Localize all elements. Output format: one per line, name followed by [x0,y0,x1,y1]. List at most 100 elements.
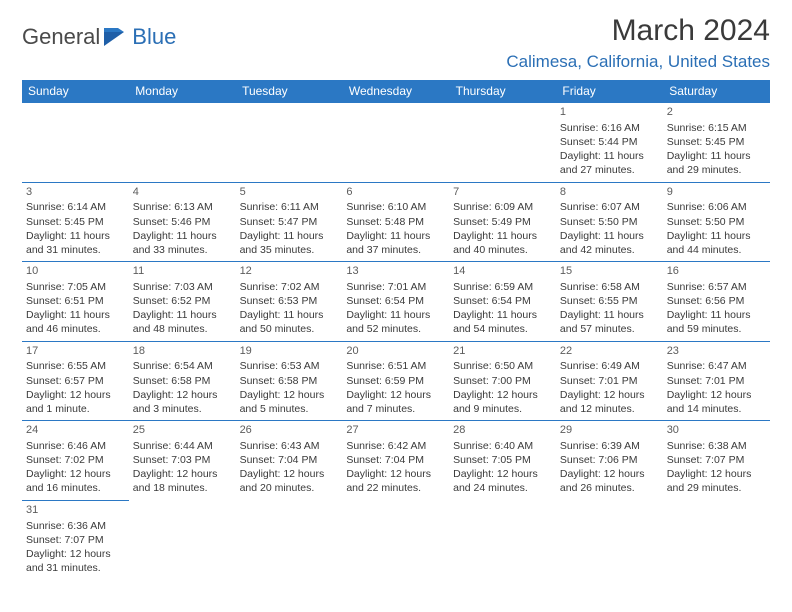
flag-icon [104,28,128,46]
day-number: 22 [560,344,659,359]
weekday-header: Tuesday [236,80,343,103]
sunset-line: Sunset: 5:46 PM [133,215,232,229]
sunset-line: Sunset: 5:50 PM [560,215,659,229]
sunrise-line: Sunrise: 6:49 AM [560,359,659,373]
sunset-line: Sunset: 7:01 PM [667,374,766,388]
day-cell: 4Sunrise: 6:13 AMSunset: 5:46 PMDaylight… [129,182,236,262]
day-cell: 16Sunrise: 6:57 AMSunset: 6:56 PMDayligh… [663,262,770,342]
sunset-line: Sunset: 7:00 PM [453,374,552,388]
weekday-header: Wednesday [342,80,449,103]
empty-cell [342,103,449,183]
daylight-line: Daylight: 12 hours and 22 minutes. [346,467,445,495]
sunrise-line: Sunrise: 6:46 AM [26,439,125,453]
day-number: 31 [26,503,125,518]
sunrise-line: Sunrise: 6:13 AM [133,200,232,214]
day-number: 26 [240,423,339,438]
daylight-line: Daylight: 11 hours and 29 minutes. [667,149,766,177]
empty-cell [449,103,556,183]
daylight-line: Daylight: 11 hours and 50 minutes. [240,308,339,336]
sunrise-line: Sunrise: 6:51 AM [346,359,445,373]
daylight-line: Daylight: 12 hours and 16 minutes. [26,467,125,495]
day-cell: 31Sunrise: 6:36 AMSunset: 7:07 PMDayligh… [22,500,129,579]
sunset-line: Sunset: 7:04 PM [240,453,339,467]
day-cell: 12Sunrise: 7:02 AMSunset: 6:53 PMDayligh… [236,262,343,342]
day-number: 25 [133,423,232,438]
day-cell: 26Sunrise: 6:43 AMSunset: 7:04 PMDayligh… [236,421,343,501]
sunrise-line: Sunrise: 6:43 AM [240,439,339,453]
day-number: 18 [133,344,232,359]
sunrise-line: Sunrise: 6:42 AM [346,439,445,453]
sunset-line: Sunset: 7:06 PM [560,453,659,467]
empty-cell [342,500,449,579]
sunrise-line: Sunrise: 6:14 AM [26,200,125,214]
day-number: 15 [560,264,659,279]
day-number: 11 [133,264,232,279]
empty-cell [236,500,343,579]
calendar-row: 1Sunrise: 6:16 AMSunset: 5:44 PMDaylight… [22,103,770,183]
sunrise-line: Sunrise: 7:05 AM [26,280,125,294]
sunset-line: Sunset: 6:52 PM [133,294,232,308]
day-cell: 17Sunrise: 6:55 AMSunset: 6:57 PMDayligh… [22,341,129,421]
daylight-line: Daylight: 11 hours and 59 minutes. [667,308,766,336]
day-number: 20 [346,344,445,359]
sunset-line: Sunset: 5:45 PM [26,215,125,229]
weekday-header: Saturday [663,80,770,103]
page-title: March 2024 [506,14,770,48]
day-number: 27 [346,423,445,438]
day-cell: 11Sunrise: 7:03 AMSunset: 6:52 PMDayligh… [129,262,236,342]
empty-cell [129,103,236,183]
weekday-header: Sunday [22,80,129,103]
daylight-line: Daylight: 11 hours and 40 minutes. [453,229,552,257]
sunset-line: Sunset: 7:04 PM [346,453,445,467]
daylight-line: Daylight: 11 hours and 52 minutes. [346,308,445,336]
day-number: 2 [667,105,766,120]
sunrise-line: Sunrise: 7:01 AM [346,280,445,294]
day-number: 8 [560,185,659,200]
daylight-line: Daylight: 11 hours and 37 minutes. [346,229,445,257]
daylight-line: Daylight: 11 hours and 33 minutes. [133,229,232,257]
day-cell: 2Sunrise: 6:15 AMSunset: 5:45 PMDaylight… [663,103,770,183]
sunrise-line: Sunrise: 6:55 AM [26,359,125,373]
sunrise-line: Sunrise: 6:39 AM [560,439,659,453]
calendar-row: 17Sunrise: 6:55 AMSunset: 6:57 PMDayligh… [22,341,770,421]
calendar-header-row: SundayMondayTuesdayWednesdayThursdayFrid… [22,80,770,103]
sunrise-line: Sunrise: 6:06 AM [667,200,766,214]
sunset-line: Sunset: 5:44 PM [560,135,659,149]
empty-cell [663,500,770,579]
day-cell: 15Sunrise: 6:58 AMSunset: 6:55 PMDayligh… [556,262,663,342]
calendar-row: 10Sunrise: 7:05 AMSunset: 6:51 PMDayligh… [22,262,770,342]
sunset-line: Sunset: 6:59 PM [346,374,445,388]
calendar-body: 1Sunrise: 6:16 AMSunset: 5:44 PMDaylight… [22,103,770,580]
day-number: 23 [667,344,766,359]
day-number: 1 [560,105,659,120]
sunset-line: Sunset: 6:57 PM [26,374,125,388]
daylight-line: Daylight: 11 hours and 44 minutes. [667,229,766,257]
day-number: 29 [560,423,659,438]
sunset-line: Sunset: 7:02 PM [26,453,125,467]
daylight-line: Daylight: 11 hours and 57 minutes. [560,308,659,336]
sunrise-line: Sunrise: 7:02 AM [240,280,339,294]
day-number: 4 [133,185,232,200]
sunrise-line: Sunrise: 7:03 AM [133,280,232,294]
daylight-line: Daylight: 12 hours and 29 minutes. [667,467,766,495]
logo-text-general: General [22,24,100,50]
day-cell: 19Sunrise: 6:53 AMSunset: 6:58 PMDayligh… [236,341,343,421]
logo-text-blue: Blue [132,24,176,50]
daylight-line: Daylight: 12 hours and 5 minutes. [240,388,339,416]
daylight-line: Daylight: 12 hours and 7 minutes. [346,388,445,416]
calendar-row: 31Sunrise: 6:36 AMSunset: 7:07 PMDayligh… [22,500,770,579]
sunrise-line: Sunrise: 6:53 AM [240,359,339,373]
sunrise-line: Sunrise: 6:50 AM [453,359,552,373]
day-cell: 10Sunrise: 7:05 AMSunset: 6:51 PMDayligh… [22,262,129,342]
sunrise-line: Sunrise: 6:09 AM [453,200,552,214]
sunset-line: Sunset: 6:56 PM [667,294,766,308]
sunrise-line: Sunrise: 6:11 AM [240,200,339,214]
daylight-line: Daylight: 12 hours and 31 minutes. [26,547,125,575]
daylight-line: Daylight: 12 hours and 26 minutes. [560,467,659,495]
daylight-line: Daylight: 12 hours and 24 minutes. [453,467,552,495]
daylight-line: Daylight: 12 hours and 9 minutes. [453,388,552,416]
daylight-line: Daylight: 12 hours and 3 minutes. [133,388,232,416]
day-number: 6 [346,185,445,200]
sunrise-line: Sunrise: 6:59 AM [453,280,552,294]
day-number: 7 [453,185,552,200]
